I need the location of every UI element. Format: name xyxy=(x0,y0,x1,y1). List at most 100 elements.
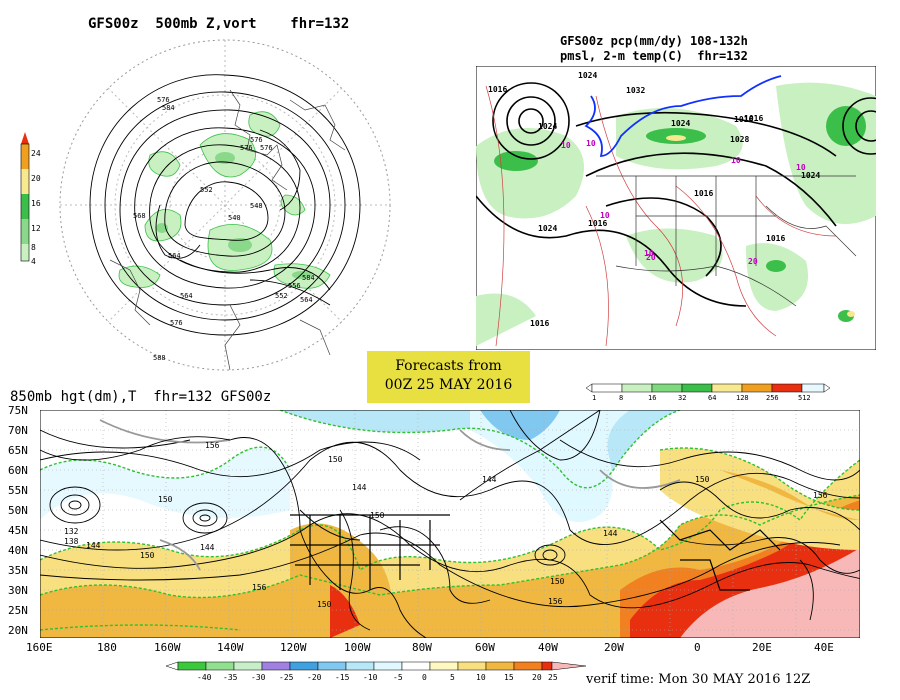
isobar-label: 1024 xyxy=(801,171,820,180)
isobar-label: 1024 xyxy=(671,119,690,128)
top-left-colorbar: 24 20 16 12 8 4 xyxy=(18,128,58,268)
lat-label: 25N xyxy=(8,604,28,617)
temp-label: 10 xyxy=(796,163,806,172)
isobar-label: 1016 xyxy=(530,319,549,328)
contour-label: 150 xyxy=(695,475,710,484)
temp-label: 20 xyxy=(646,253,656,262)
contour-label: 564 xyxy=(300,296,313,304)
contour-label: 564 xyxy=(180,292,193,300)
cbar-tick: 15 xyxy=(504,673,514,682)
cbar-tick: 8 xyxy=(31,243,36,252)
lat-label: 40N xyxy=(8,544,28,557)
contour-label: 150 xyxy=(158,495,173,504)
cbar-tick: -15 xyxy=(335,673,350,682)
lon-label: 40E xyxy=(814,641,834,654)
lat-label: 30N xyxy=(8,584,28,597)
isobar-label: 1028 xyxy=(730,135,749,144)
isobar-label: 1016 xyxy=(766,234,785,243)
contour-label: 588 xyxy=(153,354,166,362)
lon-label: 60W xyxy=(475,641,495,654)
contour-label: 540 xyxy=(228,214,241,222)
isobar-label: 1016 xyxy=(734,115,753,124)
isobar-label: 1016 xyxy=(744,114,763,123)
contour-label: 576 xyxy=(157,96,170,104)
lat-label: 65N xyxy=(8,444,28,457)
contour-label: 552 xyxy=(275,292,288,300)
cbar-tick: -25 xyxy=(279,673,294,682)
contour-label: 156 xyxy=(813,491,828,500)
contour-label: 138 xyxy=(64,537,79,546)
cbar-tick: 12 xyxy=(31,224,41,233)
cbar-tick: 20 xyxy=(31,174,41,183)
contour-label: 564 xyxy=(168,252,181,260)
850mb-global-map: 132 138 144 150 144 150 156 150 144 150 … xyxy=(39,409,900,641)
lat-label: 45N xyxy=(8,524,28,537)
contour-label: 576 xyxy=(170,319,183,327)
cbar-tick: -30 xyxy=(251,673,266,682)
contour-label: 144 xyxy=(86,541,101,550)
contour-label: 568 xyxy=(133,212,146,220)
isobar-label: 1024 xyxy=(538,224,557,233)
lon-label: 120W xyxy=(280,641,307,654)
isobar-label: 1024 xyxy=(538,122,557,131)
contour-label: 150 xyxy=(550,577,565,586)
temp-label: 10 xyxy=(731,156,741,165)
lon-label: 180 xyxy=(97,641,117,654)
lon-axis: 160E 180 160W 140W 120W 100W 80W 60W 40W… xyxy=(14,641,884,655)
top-left-title: GFS00z 500mb Z,vort fhr=132 xyxy=(88,16,350,32)
contour-label: 548 xyxy=(250,202,263,210)
cbar-tick: 24 xyxy=(31,149,41,158)
lat-axis: 75N 70N 65N 60N 55N 50N 45N 40N 35N 30N … xyxy=(8,404,40,638)
lat-label: 75N xyxy=(8,404,28,417)
contour-label: 584 xyxy=(302,274,315,282)
contour-label: 584 xyxy=(162,104,175,112)
temp-label: 10 xyxy=(586,139,596,148)
verif-time: verif time: Mon 30 MAY 2016 12Z xyxy=(586,672,811,687)
cbar-tick: 32 xyxy=(678,394,686,402)
cbar-tick: 128 xyxy=(736,394,749,402)
contour-label: 150 xyxy=(317,600,332,609)
cbar-tick: -35 xyxy=(223,673,238,682)
cbar-tick: -5 xyxy=(393,673,403,682)
temp-label: 10 xyxy=(600,211,610,220)
cbar-tick: 16 xyxy=(648,394,656,402)
isobar-label: 1024 xyxy=(578,71,597,80)
contour-label: 150 xyxy=(328,455,343,464)
isobar-label: 1016 xyxy=(588,219,607,228)
cbar-tick: 10 xyxy=(476,673,486,682)
north-america-precip-map: 1016 1024 1024 1032 1024 1016 1024 1016 … xyxy=(475,65,900,351)
contour-label: 144 xyxy=(482,475,497,484)
top-right-title-2: pmsl, 2-m temp(C) fhr=132 xyxy=(560,49,748,63)
lat-label: 70N xyxy=(8,424,28,437)
lon-label: 100W xyxy=(344,641,371,654)
cbar-tick: -40 xyxy=(197,673,212,682)
cbar-tick: 8 xyxy=(619,394,623,402)
bottom-title: 850mb hgt(dm),T fhr=132 GFS00z xyxy=(10,389,272,405)
contour-label: 576 xyxy=(260,144,273,152)
lon-label: 20W xyxy=(604,641,624,654)
cbar-tick: 512 xyxy=(798,394,811,402)
contour-label: 144 xyxy=(200,543,215,552)
cbar-tick: -10 xyxy=(363,673,378,682)
cbar-tick: 25 xyxy=(548,673,558,682)
isobar-label: 1032 xyxy=(626,86,645,95)
lat-label: 35N xyxy=(8,564,28,577)
contour-label: 156 xyxy=(548,597,563,606)
precip-colorbar: 1 8 16 32 64 128 256 512 xyxy=(566,378,846,402)
contour-label: 556 xyxy=(288,282,301,290)
top-right-title-1: GFS00z pcp(mm/dy) 108-132h xyxy=(560,34,748,48)
lon-label: 20E xyxy=(752,641,772,654)
lon-label: 0 xyxy=(694,641,701,654)
cbar-tick: 4 xyxy=(31,257,36,266)
contour-label: 156 xyxy=(252,583,267,592)
contour-label: 156 xyxy=(205,441,220,450)
lon-label: 160W xyxy=(154,641,181,654)
contour-label: 576 xyxy=(250,136,263,144)
lon-label: 80W xyxy=(412,641,432,654)
forecast-box-line2: 00Z 25 MAY 2016 xyxy=(384,377,513,393)
isobar-label: 1016 xyxy=(694,189,713,198)
cbar-tick: 20 xyxy=(532,673,542,682)
polar-500mb-map: 576 584 576 576 576 552 540 548 568 564 … xyxy=(50,30,400,380)
lat-label: 55N xyxy=(8,484,28,497)
contour-label: 132 xyxy=(64,527,79,536)
